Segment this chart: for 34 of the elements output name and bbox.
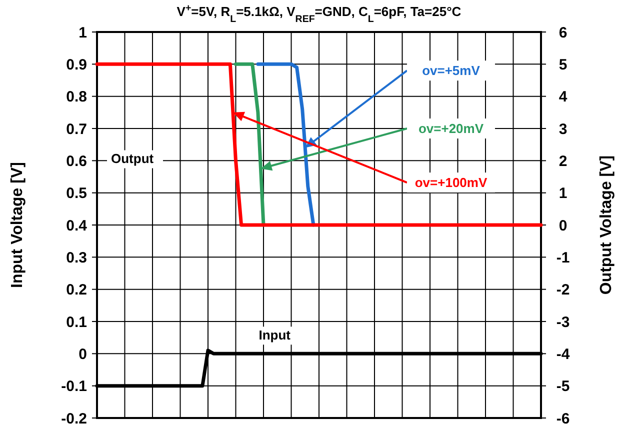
y2-tick-label: 3	[558, 120, 568, 138]
y2-tick-label: -5	[556, 378, 570, 396]
y-tick-label: 0.9	[66, 56, 87, 74]
y2-tick-label: -4	[556, 346, 570, 363]
y-tick-label: -0.1	[61, 378, 87, 396]
annotation: Input	[258, 328, 292, 343]
y-tick-label: 0.6	[66, 152, 87, 170]
y2-tick-label: 4	[558, 88, 568, 106]
y2-tick-label: 1	[558, 185, 568, 202]
y-tick-label: 0.1	[66, 314, 87, 331]
y2-tick-label: 0	[558, 217, 568, 234]
y2-tick-label: 6	[558, 24, 568, 42]
annotation: Output	[111, 151, 154, 166]
y-axis-title: Input Voltage [V]	[9, 162, 26, 288]
annotation: ov=+100mV	[414, 175, 488, 190]
y-tick-label: 1	[78, 24, 87, 42]
y2-axis-title: Output Voltage [V]	[598, 155, 615, 295]
y-tick-label: 0.8	[66, 88, 87, 106]
y2-tick-label: -6	[556, 410, 570, 428]
y-tick-label: 0.7	[66, 120, 87, 138]
annotation: ov=+20mV	[418, 121, 484, 136]
y-tick-label: -0.2	[61, 410, 87, 428]
y-tick-label: 0.5	[66, 185, 87, 202]
y2-tick-label: -2	[556, 282, 570, 299]
y2-tick-label: 5	[558, 56, 568, 74]
y-tick-label: 0	[78, 346, 87, 363]
y2-tick-label: -3	[556, 314, 570, 331]
y-tick-label: 0.4	[66, 217, 88, 234]
y2-tick-label: 2	[558, 152, 568, 170]
chart-title: V$^{+}$=5V, R$_{L}$=5.1kΩ, V$_{REF}$=GND, C$_{L}$=6pF, Ta=25°C	[176, 2, 462, 24]
annotation: ov=+5mV	[422, 63, 480, 78]
y-tick-label: 0.3	[66, 249, 87, 266]
y-tick-label: 0.2	[66, 282, 87, 299]
y2-tick-label: -1	[556, 249, 570, 266]
